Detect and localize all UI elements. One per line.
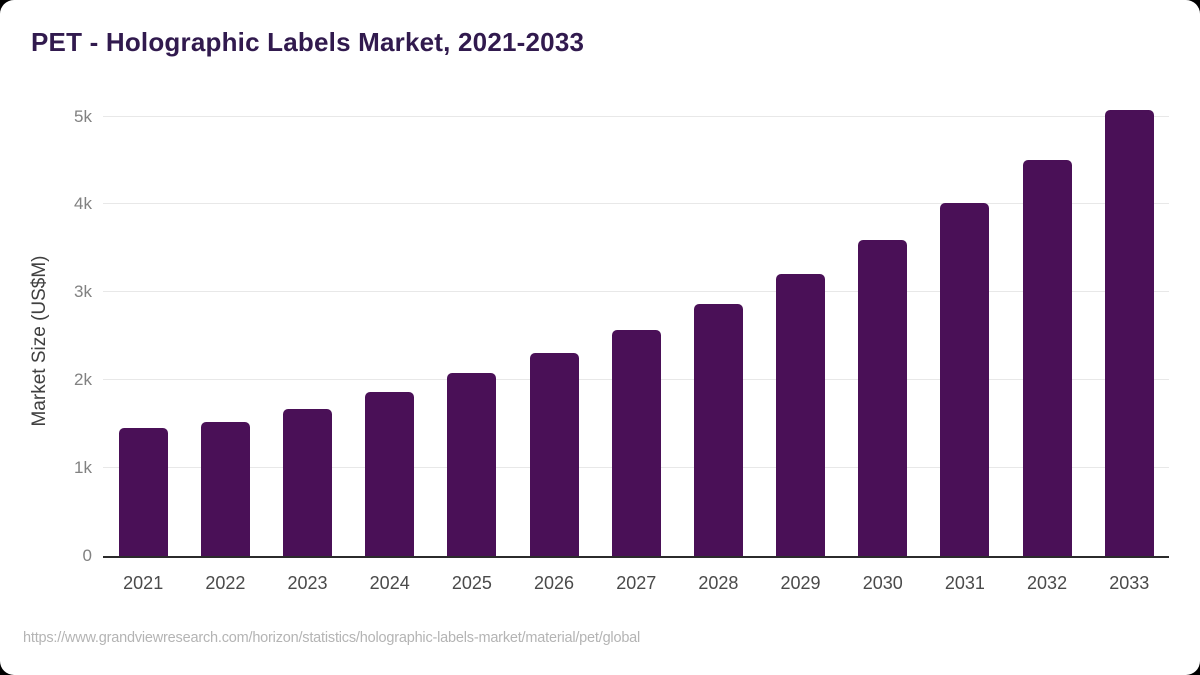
y-tick-label-4k: 4k bbox=[74, 194, 92, 214]
y-tick-label-0: 0 bbox=[82, 546, 92, 565]
x-tick-label-2024: 2024 bbox=[369, 573, 410, 593]
bar-2033 bbox=[1104, 110, 1154, 556]
gridline-4k bbox=[103, 203, 1169, 205]
x-tick-label-2033: 2033 bbox=[1109, 573, 1150, 593]
x-tick-label-2031: 2031 bbox=[944, 573, 985, 593]
bar-2022 bbox=[200, 421, 250, 556]
bar-2025 bbox=[447, 372, 497, 556]
y-axis-title: Market Size (US$M) bbox=[29, 255, 50, 427]
bar-2027 bbox=[611, 329, 661, 556]
y-tick-label-1k: 1k bbox=[74, 458, 92, 478]
y-tick-label-2k: 2k bbox=[74, 370, 92, 390]
x-axis-baseline bbox=[103, 556, 1169, 558]
y-tick-label-3k: 3k bbox=[74, 282, 92, 302]
x-tick-label-2027: 2027 bbox=[616, 573, 657, 593]
x-tick-label-2025: 2025 bbox=[451, 573, 492, 593]
bar-2030 bbox=[858, 239, 908, 556]
bar-2026 bbox=[529, 352, 579, 556]
bar-2023 bbox=[283, 408, 333, 556]
bar-2032 bbox=[1022, 159, 1072, 556]
gridline-5k bbox=[103, 115, 1169, 117]
x-tick-label-2028: 2028 bbox=[698, 573, 739, 593]
bar-2029 bbox=[776, 273, 826, 556]
x-tick-label-2026: 2026 bbox=[534, 573, 575, 593]
chart-title: PET - Holographic Labels Market, 2021-20… bbox=[31, 27, 585, 57]
bar-2028 bbox=[693, 303, 743, 556]
bar-2024 bbox=[365, 392, 415, 556]
x-tick-label-2030: 2030 bbox=[862, 573, 903, 593]
x-tick-label-2023: 2023 bbox=[287, 573, 328, 593]
gridline-3k bbox=[103, 291, 1169, 293]
bar-2031 bbox=[940, 203, 990, 556]
x-tick-label-2029: 2029 bbox=[780, 573, 821, 593]
bar-2021 bbox=[118, 428, 168, 556]
x-tick-label-2022: 2022 bbox=[205, 573, 246, 593]
x-tick-label-2021: 2021 bbox=[123, 573, 164, 593]
source-url: https://www.grandviewresearch.com/horizo… bbox=[23, 630, 641, 646]
y-tick-label-5k: 5k bbox=[74, 106, 92, 126]
plot-area bbox=[103, 90, 1169, 558]
x-tick-label-2032: 2032 bbox=[1027, 573, 1068, 593]
